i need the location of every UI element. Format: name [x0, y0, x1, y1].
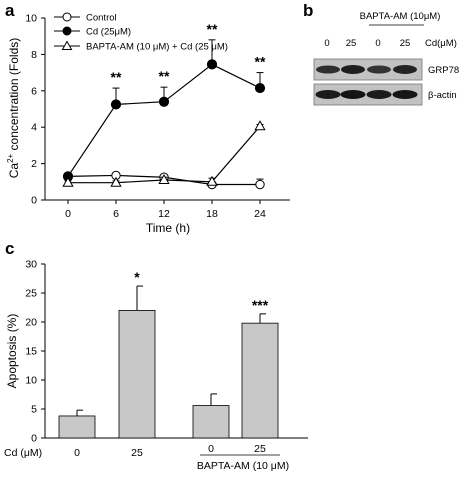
a-significance-mark: ** [255, 54, 266, 70]
a-point-bapta [206, 175, 218, 186]
c-bar-1 [118, 309, 156, 439]
grp78-band-2 [341, 65, 365, 74]
a-ytick-label: 6 [31, 85, 37, 97]
actin-band-4 [392, 90, 418, 99]
actin-band-1 [315, 90, 341, 99]
a-point-cd [254, 82, 266, 94]
a-ytick-label: 8 [31, 49, 37, 61]
blot-band-label-actin: β-actin [428, 90, 457, 101]
a-point-cd [110, 99, 122, 110]
blot-lane-1-label: 0 [324, 38, 329, 49]
actin-band-2 [340, 90, 366, 99]
a-xtick-label: 12 [158, 208, 170, 220]
c-ytick-label: 15 [25, 346, 37, 358]
panel-a-x-axis-title: Time (h) [146, 221, 190, 235]
legend-label-control: Control [86, 13, 117, 24]
c-ytick-label: 5 [31, 404, 37, 416]
blot-lane-3-label: 0 [375, 38, 380, 49]
a-point-bapta [254, 120, 266, 131]
a-ytick-label: 2 [31, 158, 37, 170]
blot-group-label: BAPTA-AM (10μM) [360, 11, 441, 22]
a-series-1 [62, 39, 266, 182]
a-significance-mark: ** [159, 68, 170, 84]
a-point-cd [206, 59, 218, 70]
c-ytick-label: 30 [25, 259, 37, 271]
panel-c-group-label: BAPTA-AM (10 μM) [197, 460, 289, 472]
c-category-label: 25 [254, 443, 266, 455]
grp78-band-4 [393, 65, 417, 74]
c-category-label: 0 [74, 447, 80, 459]
grp78-band-3 [367, 65, 391, 74]
a-xtick-label: 0 [65, 208, 71, 220]
panel-a-legend: Control Cd (25μM) BAPTA-AM (10 μM) + Cd … [54, 12, 228, 53]
a-point-bapta [158, 173, 170, 184]
panel-c-cd-row-label: Cd (μM) [4, 447, 42, 459]
c-significance-mark: *** [252, 297, 269, 313]
a-point-control [255, 179, 265, 190]
c-category-label: 25 [131, 447, 143, 459]
blot-lane-4-label: 25 [400, 38, 411, 49]
c-category-label: 0 [208, 443, 214, 455]
c-ytick-label: 0 [31, 433, 37, 445]
legend-marker-cd [62, 26, 72, 36]
panel-c-y-axis-title: Apoptosis (%) [5, 314, 19, 389]
c-bar-2 [192, 405, 230, 439]
c-ytick-label: 10 [25, 375, 37, 387]
a-xtick-label: 18 [206, 208, 218, 220]
a-ytick-label: 4 [31, 122, 37, 134]
c-bar-3 [241, 322, 279, 439]
c-bar-0 [58, 415, 96, 439]
panel-a-letter: a [5, 1, 15, 20]
blot-lane-2-label: 25 [346, 38, 357, 49]
a-significance-mark: ** [111, 69, 122, 85]
a-significance-mark: ** [207, 21, 218, 37]
panel-b-western-blot: BAPTA-AM (10μM) 0 25 0 25 Cd(μM) GRP78 β… [313, 11, 459, 106]
a-xtick-label: 24 [254, 208, 266, 220]
legend-marker-control [62, 12, 72, 22]
actin-band-3 [366, 90, 392, 99]
panel-b-letter: b [303, 1, 313, 20]
a-ytick-label: 0 [31, 195, 37, 207]
c-ytick-label: 20 [25, 317, 37, 329]
legend-label-bapta: BAPTA-AM (10 μM) + Cd (25 μM) [86, 42, 228, 53]
grp78-band-1 [316, 65, 340, 74]
c-ytick-label: 25 [25, 288, 37, 300]
a-point-bapta [62, 176, 74, 187]
a-point-cd [158, 96, 170, 107]
a-point-bapta [110, 176, 122, 187]
panel-a-y-axis-title: Ca2+ concentration (Folds) [6, 38, 21, 179]
panel-c-letter: c [5, 239, 14, 258]
a-series-2 [62, 120, 266, 187]
a-ytick-label: 10 [25, 13, 37, 25]
blot-band-label-grp78: GRP78 [428, 65, 459, 76]
legend-marker-bapta [61, 40, 73, 50]
a-xtick-label: 6 [113, 208, 119, 220]
c-significance-mark: * [134, 269, 140, 285]
legend-label-cd: Cd (25μM) [86, 27, 131, 38]
blot-row-label: Cd(μM) [425, 38, 457, 49]
